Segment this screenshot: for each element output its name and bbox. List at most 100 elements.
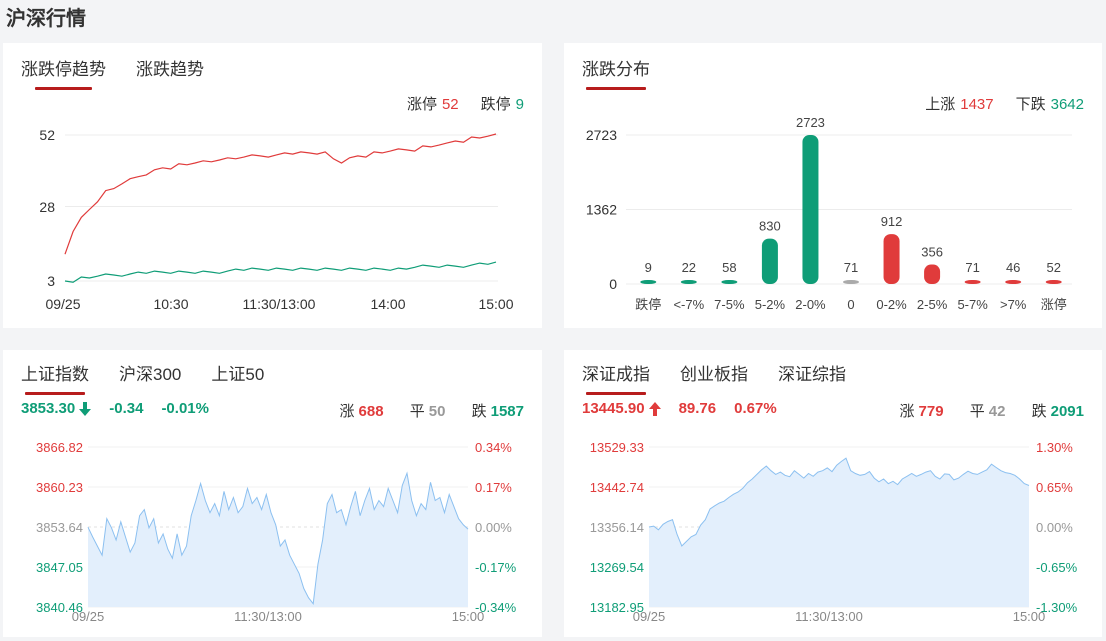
bar-10 bbox=[1045, 280, 1062, 284]
sh-index-card: 上证指数 沪深300 上证50 3853.30 -0.34 -0.01% 涨 68… bbox=[3, 350, 542, 637]
y-right-label: 0.00% bbox=[475, 520, 512, 535]
x-tick-label: 15:00 bbox=[452, 609, 485, 624]
y-tick-label: 0 bbox=[609, 276, 617, 292]
distribution-chart: 2723 1362 0 9 跌停 22 <-7% 58 7-5% 830 5-2% 2723 2-0% 7… bbox=[586, 115, 1072, 312]
bar-value-label: 2723 bbox=[796, 115, 825, 130]
arrow-down-icon bbox=[79, 401, 92, 416]
bar-4 bbox=[802, 135, 819, 284]
bar-5 bbox=[843, 280, 859, 284]
sh-change-pct: -0.01% bbox=[161, 400, 209, 417]
x-tick-label: 09/25 bbox=[633, 609, 666, 624]
bar-category-label: 0-2% bbox=[876, 297, 907, 312]
bar-category-label: 5-2% bbox=[755, 297, 786, 312]
index-price-line bbox=[648, 457, 1030, 547]
tab-sse50[interactable]: 上证50 bbox=[211, 365, 265, 384]
sz-index-card: 深证成指 创业板指 深证综指 13445.90 89.76 0.67% 涨 779… bbox=[564, 350, 1102, 637]
limit-down-line bbox=[64, 261, 497, 283]
x-tick-0925: 09/25 bbox=[45, 296, 80, 312]
tab-rise-fall-trend[interactable]: 涨跌趋势 bbox=[136, 60, 204, 79]
y-tick-label: 1362 bbox=[586, 201, 617, 217]
bar-category-label: 5-7% bbox=[957, 297, 988, 312]
tab-distribution[interactable]: 涨跌分布 bbox=[582, 55, 650, 90]
bar-0 bbox=[640, 280, 657, 284]
bar-category-label: 涨停 bbox=[1041, 297, 1067, 312]
y-left-label: 13269.54 bbox=[590, 560, 644, 575]
y-left-label: 3853.64 bbox=[36, 520, 83, 535]
tab-sh-composite[interactable]: 上证指数 bbox=[21, 360, 89, 395]
page-title: 沪深行情 bbox=[6, 8, 86, 30]
bar-value-label: 830 bbox=[759, 219, 781, 234]
y-left-label: 13182.95 bbox=[590, 600, 644, 615]
bar-value-label: 52 bbox=[1046, 260, 1060, 275]
y-left-label: 13356.14 bbox=[590, 520, 644, 535]
x-tick-1400: 14:00 bbox=[370, 296, 405, 312]
sz-change-pct: 0.67% bbox=[734, 400, 777, 417]
rise-label: 上涨 bbox=[925, 96, 956, 113]
y-tick-3: 3 bbox=[47, 273, 55, 289]
y-right-label: -1.30% bbox=[1036, 600, 1078, 615]
y-left-label: 3866.82 bbox=[36, 440, 83, 455]
y-tick-28: 28 bbox=[39, 199, 55, 215]
y-tick-52: 52 bbox=[39, 127, 55, 143]
limit-down-value: 9 bbox=[515, 96, 524, 113]
bar-value-label: 356 bbox=[921, 245, 943, 260]
sz-up-value: 779 bbox=[918, 403, 944, 420]
index-area-fill bbox=[649, 458, 1029, 607]
bar-category-label: >7% bbox=[1000, 297, 1027, 312]
y-left-label: 3847.05 bbox=[36, 560, 83, 575]
bar-category-label: 2-0% bbox=[795, 297, 826, 312]
rise-value: 1437 bbox=[960, 96, 994, 113]
sh-down-value: 1587 bbox=[490, 403, 524, 420]
bar-value-label: 9 bbox=[645, 260, 652, 275]
y-right-label: 0.17% bbox=[475, 480, 512, 495]
bar-value-label: 58 bbox=[722, 260, 736, 275]
y-left-label: 13442.74 bbox=[590, 480, 644, 495]
sz-index-chart: 13529.33 1.30% 13442.74 0.65% 13356.14 0.00% 1… bbox=[590, 440, 1078, 624]
limit-up-value: 52 bbox=[441, 96, 459, 113]
sz-up-label: 涨 bbox=[899, 403, 915, 420]
bar-9 bbox=[1005, 280, 1022, 284]
y-right-label: -0.17% bbox=[475, 560, 517, 575]
sh-breadth: 涨 688 平 50 跌 1587 bbox=[318, 400, 524, 421]
tab-csi300[interactable]: 沪深300 bbox=[119, 365, 182, 384]
x-tick-label: 11:30/13:00 bbox=[795, 609, 863, 624]
tab-sz-component[interactable]: 深证成指 bbox=[582, 360, 650, 395]
sh-change: -0.34 bbox=[109, 400, 144, 417]
index-price-line bbox=[87, 471, 469, 605]
y-left-label: 13529.33 bbox=[590, 440, 644, 455]
bar-category-label: 2-5% bbox=[917, 297, 948, 312]
bar-2 bbox=[721, 280, 738, 284]
sh-price: 3853.30 bbox=[21, 400, 76, 417]
sz-price: 13445.90 bbox=[582, 400, 645, 417]
x-tick-1030: 10:30 bbox=[153, 296, 188, 312]
fall-value: 3642 bbox=[1050, 96, 1084, 113]
sh-up-label: 涨 bbox=[339, 403, 355, 420]
limit-legend: 涨停 52 跌停 9 bbox=[407, 93, 524, 114]
y-right-label: 0.65% bbox=[1036, 480, 1073, 495]
tab-limit-trend[interactable]: 涨跌停趋势 bbox=[21, 55, 106, 90]
bar-1 bbox=[680, 280, 697, 284]
distribution-card: 涨跌分布 上涨 1437 下跌 3642 2723 1362 0 9 跌停 22 <-7% 58 7-… bbox=[564, 43, 1102, 328]
tab-sz-composite[interactable]: 深证综指 bbox=[778, 365, 846, 384]
y-right-label: 1.30% bbox=[1036, 440, 1073, 455]
sh-flat-label: 平 bbox=[409, 403, 425, 420]
distribution-legend: 上涨 1437 下跌 3642 bbox=[925, 93, 1084, 114]
sz-down-value: 2091 bbox=[1050, 403, 1084, 420]
y-tick-label: 2723 bbox=[586, 127, 617, 143]
sh-down-label: 跌 bbox=[471, 403, 487, 420]
bar-category-label: 7-5% bbox=[714, 297, 745, 312]
bar-category-label: 0 bbox=[847, 297, 854, 312]
x-tick-label: 09/25 bbox=[72, 609, 105, 624]
x-tick-1500: 15:00 bbox=[478, 296, 513, 312]
y-left-label: 3840.46 bbox=[36, 600, 83, 615]
bar-value-label: 912 bbox=[881, 214, 903, 229]
y-right-label: -0.65% bbox=[1036, 560, 1078, 575]
bar-8 bbox=[964, 280, 981, 284]
tab-chinext[interactable]: 创业板指 bbox=[680, 365, 748, 384]
limit-trend-card: 涨跌停趋势 涨跌趋势 涨停 52 跌停 9 52 28 3 09/25 10:30 1… bbox=[3, 43, 542, 328]
bar-3 bbox=[761, 238, 778, 284]
x-tick-label: 15:00 bbox=[1013, 609, 1046, 624]
bar-category-label: 跌停 bbox=[635, 297, 661, 312]
x-tick-1130: 11:30/13:00 bbox=[243, 296, 316, 312]
sz-down-label: 跌 bbox=[1031, 403, 1047, 420]
